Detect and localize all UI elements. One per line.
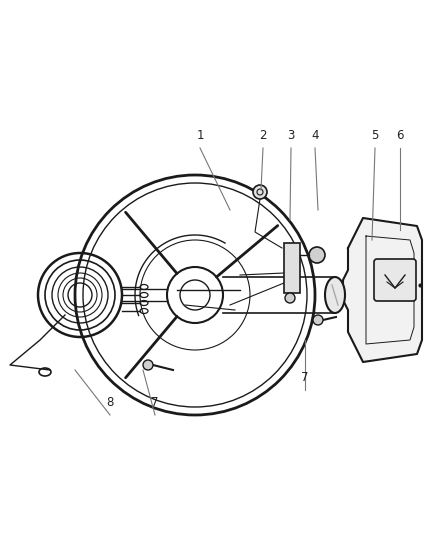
Text: 7: 7 — [301, 371, 309, 384]
Text: 7: 7 — [151, 396, 159, 409]
Text: 4: 4 — [311, 129, 319, 142]
Circle shape — [285, 293, 295, 303]
FancyBboxPatch shape — [374, 259, 416, 301]
Polygon shape — [343, 218, 422, 362]
Polygon shape — [284, 243, 300, 293]
Circle shape — [309, 247, 325, 263]
Circle shape — [143, 360, 153, 370]
Circle shape — [253, 185, 267, 199]
Text: 8: 8 — [106, 396, 114, 409]
Ellipse shape — [325, 277, 345, 313]
Circle shape — [313, 315, 323, 325]
Text: 1: 1 — [196, 129, 204, 142]
Text: 3: 3 — [287, 129, 295, 142]
Text: 2: 2 — [259, 129, 267, 142]
Text: 5: 5 — [371, 129, 379, 142]
Text: 6: 6 — [396, 129, 404, 142]
